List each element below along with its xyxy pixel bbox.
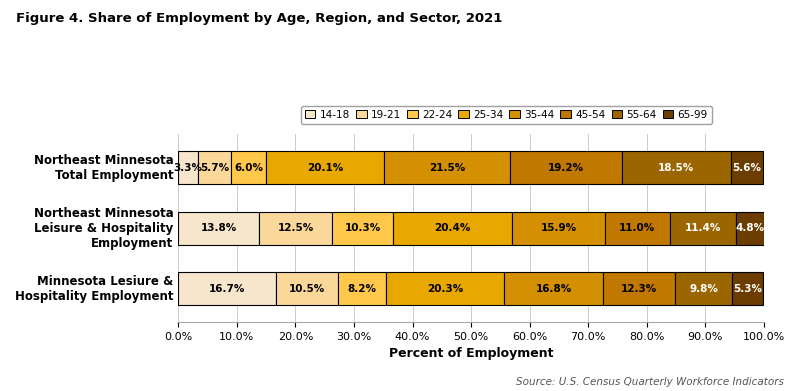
Bar bbox=[231, 151, 266, 184]
Bar bbox=[512, 212, 606, 245]
Text: 5.7%: 5.7% bbox=[200, 163, 229, 173]
Text: 15.9%: 15.9% bbox=[541, 223, 577, 233]
Text: 9.8%: 9.8% bbox=[689, 284, 718, 294]
Bar bbox=[338, 272, 386, 305]
Text: 5.3%: 5.3% bbox=[734, 284, 762, 294]
Text: 16.8%: 16.8% bbox=[535, 284, 572, 294]
Text: 3.3%: 3.3% bbox=[174, 163, 202, 173]
Bar bbox=[386, 272, 505, 305]
Bar bbox=[622, 151, 730, 184]
Text: 20.4%: 20.4% bbox=[434, 223, 470, 233]
Bar bbox=[259, 212, 332, 245]
Text: 21.5%: 21.5% bbox=[429, 163, 465, 173]
Bar bbox=[606, 212, 670, 245]
Text: 5.6%: 5.6% bbox=[732, 163, 762, 173]
Bar bbox=[384, 151, 510, 184]
Bar bbox=[603, 272, 675, 305]
Text: 11.4%: 11.4% bbox=[685, 223, 721, 233]
Text: 8.2%: 8.2% bbox=[347, 284, 376, 294]
Bar bbox=[510, 151, 622, 184]
Bar bbox=[675, 272, 732, 305]
Text: 6.0%: 6.0% bbox=[234, 163, 263, 173]
Bar bbox=[670, 212, 736, 245]
Text: Figure 4. Share of Employment by Age, Region, and Sector, 2021: Figure 4. Share of Employment by Age, Re… bbox=[16, 12, 502, 25]
Text: 12.3%: 12.3% bbox=[621, 284, 657, 294]
Text: 4.8%: 4.8% bbox=[736, 223, 765, 233]
Bar bbox=[732, 272, 763, 305]
Text: Source: U.S. Census Quarterly Workforce Indicators: Source: U.S. Census Quarterly Workforce … bbox=[516, 377, 784, 387]
Text: 20.1%: 20.1% bbox=[307, 163, 343, 173]
Legend: 14-18, 19-21, 22-24, 25-34, 35-44, 45-54, 55-64, 65-99: 14-18, 19-21, 22-24, 25-34, 35-44, 45-54… bbox=[301, 106, 712, 124]
Bar bbox=[198, 151, 231, 184]
Bar bbox=[266, 151, 384, 184]
Text: 13.8%: 13.8% bbox=[201, 223, 237, 233]
Text: 11.0%: 11.0% bbox=[619, 223, 655, 233]
Bar bbox=[332, 212, 393, 245]
Text: 18.5%: 18.5% bbox=[658, 163, 694, 173]
Bar bbox=[730, 151, 763, 184]
Bar bbox=[178, 272, 276, 305]
Bar bbox=[736, 212, 765, 245]
Bar bbox=[505, 272, 603, 305]
Text: 12.5%: 12.5% bbox=[278, 223, 314, 233]
X-axis label: Percent of Employment: Percent of Employment bbox=[389, 347, 554, 361]
Text: 10.5%: 10.5% bbox=[289, 284, 325, 294]
Text: 19.2%: 19.2% bbox=[548, 163, 584, 173]
Bar bbox=[276, 272, 338, 305]
Bar bbox=[178, 212, 259, 245]
Text: 16.7%: 16.7% bbox=[209, 284, 246, 294]
Text: 10.3%: 10.3% bbox=[344, 223, 381, 233]
Bar bbox=[393, 212, 512, 245]
Text: 20.3%: 20.3% bbox=[427, 284, 463, 294]
Bar bbox=[178, 151, 198, 184]
